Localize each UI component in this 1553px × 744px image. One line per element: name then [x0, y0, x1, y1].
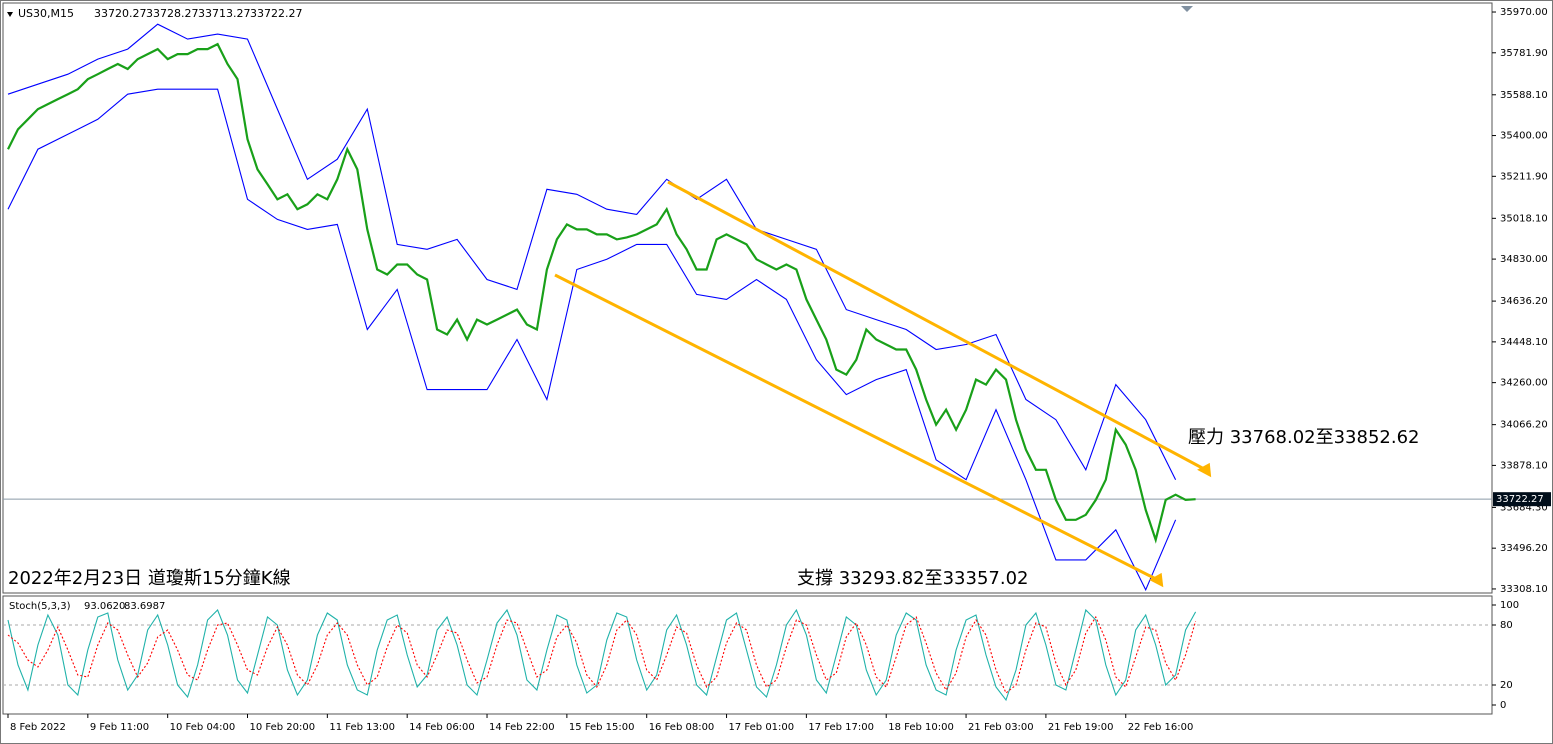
shift-marker: [1181, 6, 1193, 12]
y-tick-label: 35211.90: [1500, 171, 1548, 182]
x-tick-label: 14 Feb 22:00: [489, 722, 555, 733]
stoch-label: Stoch(5,3,3): [9, 601, 71, 612]
series-line: [7, 608, 1197, 702]
x-tick-label: 18 Feb 10:00: [888, 722, 954, 733]
x-tick-label: 10 Feb 20:00: [250, 722, 316, 733]
ohlc-value: 33720.27: [94, 7, 147, 20]
series-line: [7, 615, 1197, 694]
x-tick-label: 10 Feb 04:00: [170, 722, 236, 733]
y-tick-label: 34636.20: [1500, 296, 1548, 307]
y-tick-label: 33684.30: [1500, 502, 1548, 513]
y-tick-label: 33496.20: [1500, 543, 1548, 554]
support-channel: [554, 273, 1159, 582]
stoch-value: 93.0620: [84, 601, 125, 612]
y-tick-label: 34260.00: [1500, 378, 1548, 389]
ohlc-value: 33728.27: [146, 7, 199, 20]
y-tick-label: 34830.00: [1500, 254, 1548, 265]
y-tick-label: 35018.10: [1500, 213, 1548, 224]
series-line: [7, 23, 1177, 480]
y-tick-label: 0: [1500, 700, 1506, 711]
arrow-head: [1197, 462, 1212, 478]
stoch-panel: [2, 595, 1493, 715]
x-tick-label: 9 Feb 11:00: [90, 722, 149, 733]
menu-triangle: [7, 12, 13, 17]
y-tick-label: 33878.10: [1500, 460, 1548, 471]
resistance-channel: [667, 180, 1207, 472]
chart-title: 2022年2月23日 道瓊斯15分鐘K線: [8, 568, 291, 589]
stoch-value: 83.6987: [124, 601, 165, 612]
symbol: US30,M15: [18, 7, 74, 20]
y-tick-label: 35400.00: [1500, 131, 1548, 142]
ohlc-value: 33722.27: [250, 7, 303, 20]
x-tick-label: 21 Feb 03:00: [968, 722, 1034, 733]
y-tick-label: 34448.10: [1500, 337, 1548, 348]
x-tick-label: 16 Feb 08:00: [649, 722, 715, 733]
x-tick-label: 22 Feb 16:00: [1128, 722, 1194, 733]
current-price-box: [1493, 492, 1551, 507]
resistance-label: 壓力 33768.02至33852.62: [1188, 427, 1420, 448]
series-line: [7, 42, 1196, 544]
y-tick-label: 100: [1500, 600, 1519, 611]
x-tick-label: 17 Feb 17:00: [808, 722, 874, 733]
x-tick-label: 15 Feb 15:00: [569, 722, 635, 733]
x-tick-label: 17 Feb 01:00: [729, 722, 795, 733]
x-tick-label: 21 Feb 19:00: [1048, 722, 1114, 733]
plot-layer: 35970.00 35781.90 35588.10 35400.00 35211.90…: [3, 7, 1551, 733]
price-panel: [2, 2, 1493, 594]
y-tick-label: 35970.00: [1500, 7, 1548, 18]
arrow-head: [1149, 572, 1164, 588]
x-tick-label: 11 Feb 13:00: [329, 722, 395, 733]
ohlc-value: 33713.27: [198, 7, 251, 20]
x-tick-label: 8 Feb 2022: [10, 722, 66, 733]
y-tick-label: 80: [1500, 620, 1513, 631]
y-tick-label: 35588.10: [1500, 90, 1548, 101]
series-line: [7, 88, 1177, 592]
y-tick-label: 33308.10: [1500, 584, 1548, 595]
current-price-label: 33722.27: [1496, 494, 1544, 505]
x-tick-label: 14 Feb 06:00: [409, 722, 475, 733]
y-tick-label: 20: [1500, 680, 1513, 691]
y-tick-label: 34066.20: [1500, 420, 1548, 431]
support-label: 支撐 33293.82至33357.02: [797, 568, 1029, 589]
y-tick-label: 35781.90: [1500, 48, 1548, 59]
